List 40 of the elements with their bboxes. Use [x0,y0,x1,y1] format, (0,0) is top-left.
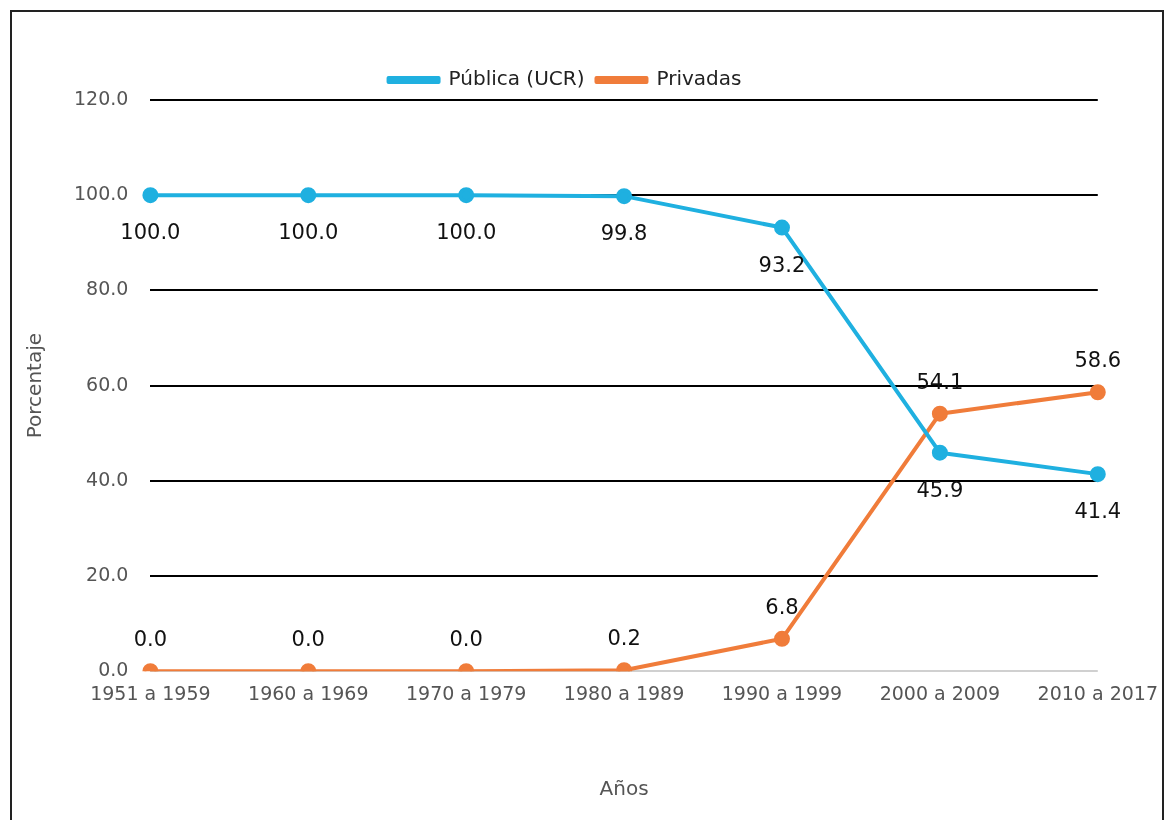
data-label: 0.0 [133,627,168,652]
y-tick-label: 120.0 [73,86,129,109]
x-tick-label: 2000 a 2009 [879,681,1001,704]
data-label: 6.8 [765,594,799,619]
x-tick-label: 1990 a 1999 [721,681,843,704]
data-label: 93.2 [758,252,806,277]
point [931,405,948,422]
point [773,219,790,236]
x-tick-label: 1980 a 1989 [563,681,685,704]
data-label: 99.8 [600,221,648,246]
point [300,187,317,204]
data-label: 100.0 [120,220,181,245]
y-tick-label: 20.0 [86,562,129,585]
y-tick-label: 40.0 [86,467,129,490]
point [142,187,159,204]
x-tick-label: 1970 a 1979 [405,681,527,704]
legend-label: Pública (UCR) [448,66,585,91]
x-tick-label: 1960 a 1969 [248,681,369,704]
data-label: 100.0 [436,220,497,245]
data-label: 0.0 [291,627,325,652]
point [458,187,475,204]
data-label: 100.0 [278,220,339,245]
data-label: 41.4 [1074,499,1122,524]
data-label: 58.6 [1074,348,1122,373]
y-axis-title: Porcentaje [22,332,47,439]
y-tick-label: 100.0 [73,182,129,205]
y-tick-label: 0.0 [98,658,129,681]
point [1089,466,1106,483]
point [1089,384,1106,401]
point [931,444,948,461]
x-tick-label: 2010 a 2017 [1037,681,1158,704]
y-tick-label: 80.0 [86,277,129,300]
x-tick-label: 1951 a 1959 [90,681,211,704]
legend-label: Privadas [656,66,742,91]
data-label: 0.0 [449,627,483,652]
data-label: 45.9 [916,477,964,502]
x-axis-title: Años [599,776,649,801]
data-label: 0.2 [607,626,641,651]
point [616,188,633,205]
y-tick-label: 60.0 [86,372,129,395]
